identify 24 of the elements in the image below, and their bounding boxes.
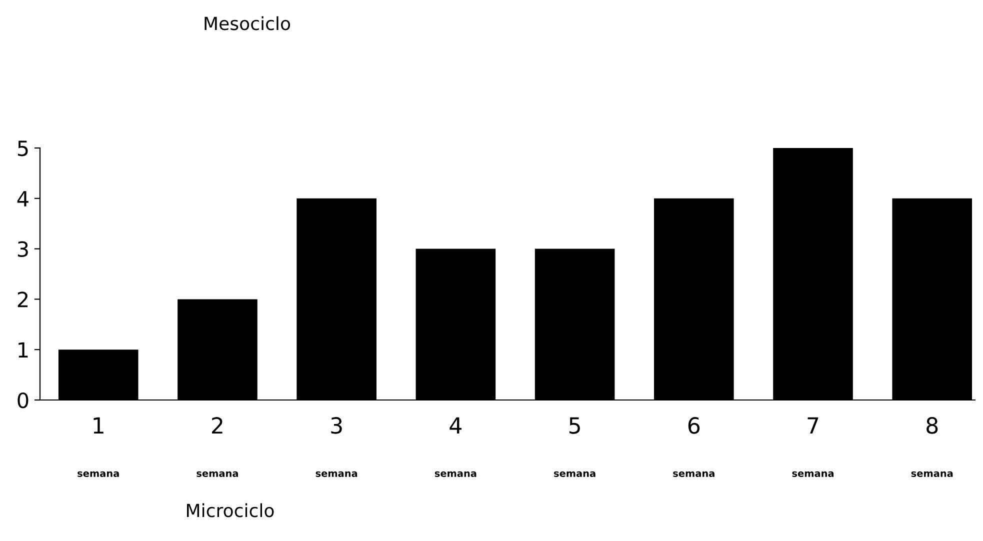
text: semana <box>196 471 238 477</box>
y-tick-label: 1 <box>18 342 28 358</box>
x-tick-label: 4 <box>450 417 462 434</box>
y-tick-label: 2 <box>18 292 28 308</box>
x-tick-label: 1 <box>94 417 104 434</box>
x-tick-label: 2 <box>212 417 222 434</box>
x-tick-label: 6 <box>688 417 700 434</box>
x-tick-label: 7 <box>808 417 818 434</box>
text: semana <box>673 471 714 477</box>
text: semana <box>434 471 476 477</box>
y-tick-label: 5 <box>18 140 28 156</box>
text: semana <box>911 471 953 477</box>
text: semana <box>792 471 834 477</box>
y-tick-label: 3 <box>18 241 28 258</box>
text: semana <box>316 471 358 477</box>
x-tick-label: 3 <box>331 417 342 434</box>
x-tick-label: 8 <box>926 417 938 434</box>
chart-title: Mesociclo <box>204 16 290 30</box>
text: semana <box>78 471 119 477</box>
x-tick-label: 5 <box>569 417 580 434</box>
y-tick-label: 4 <box>17 191 28 206</box>
x-axis-title: Microciclo <box>187 503 274 518</box>
y-tick-label: 0 <box>18 392 28 408</box>
text: semana <box>554 471 596 477</box>
